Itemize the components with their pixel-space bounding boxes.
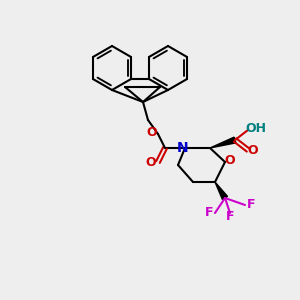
- Text: O: O: [147, 125, 157, 139]
- Text: O: O: [248, 145, 258, 158]
- Text: F: F: [205, 206, 213, 218]
- Text: O: O: [146, 157, 156, 169]
- Text: F: F: [226, 211, 234, 224]
- Text: F: F: [247, 197, 255, 211]
- Polygon shape: [215, 182, 227, 200]
- Polygon shape: [210, 137, 236, 148]
- Text: N: N: [177, 141, 189, 155]
- Text: O: O: [225, 154, 235, 166]
- Text: OH: OH: [245, 122, 266, 136]
